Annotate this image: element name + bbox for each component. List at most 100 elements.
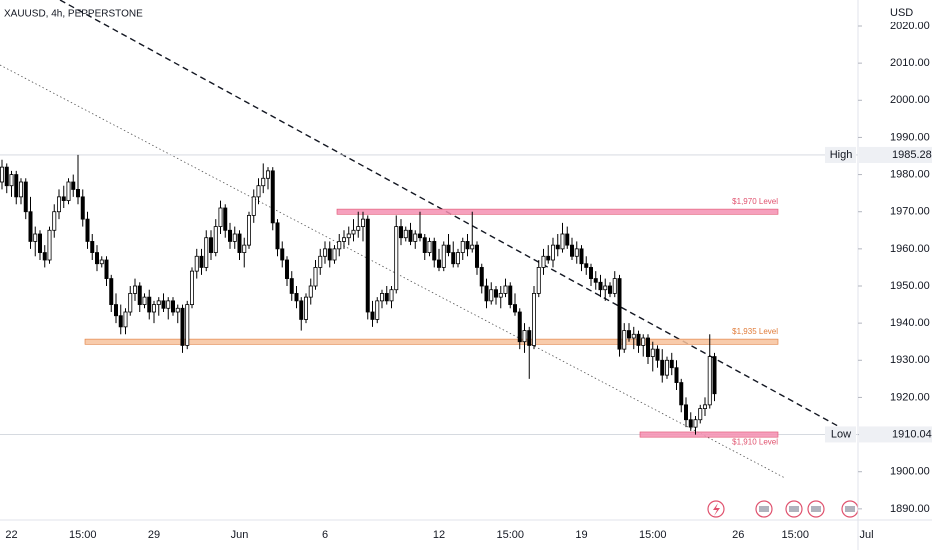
trend-line	[59, 0, 858, 438]
candle-body	[232, 233, 237, 242]
candle-body	[603, 285, 608, 291]
candle-body	[436, 259, 441, 268]
candle-body	[90, 241, 95, 253]
candle-body	[365, 218, 370, 313]
candle-body	[479, 267, 484, 287]
currency: USD	[890, 7, 913, 19]
candle-body	[513, 304, 518, 313]
candle-body	[332, 248, 337, 261]
candle-body	[38, 233, 43, 253]
x-tick-label: 15:00	[496, 529, 524, 541]
candle-body	[76, 189, 81, 198]
high-name: High	[830, 149, 853, 161]
candle-body	[337, 241, 342, 250]
x-tick-label: 26	[732, 529, 744, 541]
level-box	[639, 431, 779, 438]
candle-body	[123, 311, 128, 328]
candle-body	[427, 241, 432, 253]
candle-body	[289, 278, 294, 294]
high-value: 1985.28	[892, 149, 932, 161]
candle-body	[313, 267, 318, 287]
level-label: $1,935 Level	[732, 327, 778, 336]
candle-body	[80, 196, 85, 220]
candle-body	[570, 244, 575, 257]
candle-body	[4, 166, 9, 187]
candle-body	[432, 241, 437, 261]
candle-body	[256, 185, 261, 198]
candle-body	[151, 304, 156, 313]
y-tick-label: 1890.00	[890, 503, 930, 515]
candle-body	[455, 252, 460, 265]
candle-body	[684, 404, 689, 421]
candle-body	[237, 233, 242, 253]
candle-body	[223, 207, 228, 231]
x-tick-label: 19	[575, 529, 587, 541]
candle-body	[394, 226, 399, 291]
candle-body	[137, 285, 142, 305]
candle-body	[636, 333, 641, 346]
y-tick-label: 1980.00	[890, 168, 930, 180]
flag-icon	[789, 506, 799, 512]
candle-body	[52, 211, 57, 231]
y-tick-label: 2000.00	[890, 94, 930, 106]
candle-body	[627, 330, 632, 339]
y-tick-label: 1950.00	[890, 280, 930, 292]
candle-body	[498, 293, 503, 298]
x-tick-label: 22	[5, 529, 17, 541]
candle-body	[114, 304, 119, 317]
candle-body	[161, 300, 166, 309]
candle-body	[351, 229, 356, 235]
candle-body	[360, 218, 365, 227]
plot-area: $1,970 Level $1,935 Level $1,910 Level	[0, 0, 858, 479]
candle-body	[441, 244, 446, 268]
candle-body	[265, 170, 270, 179]
candle-body	[484, 285, 489, 302]
candle-body	[42, 252, 47, 261]
candle-body	[660, 359, 665, 376]
candle-body	[584, 263, 589, 268]
x-tick-label: 15:00	[781, 529, 809, 541]
candle-body	[398, 226, 403, 239]
y-tick-label: 1900.00	[890, 466, 930, 478]
candle-body	[275, 222, 280, 250]
candle-body	[408, 229, 413, 242]
x-tick-label: 29	[148, 529, 160, 541]
candle-body	[270, 170, 275, 224]
low-name-badge	[825, 426, 856, 443]
low-name: Low	[831, 428, 851, 440]
candle-body	[384, 293, 389, 302]
candle-body	[14, 174, 19, 198]
candle-body	[104, 259, 109, 279]
candle-body	[109, 278, 114, 305]
candle-body	[208, 237, 213, 253]
candle-body	[698, 408, 703, 421]
candle-body	[541, 255, 546, 268]
candle-body	[622, 330, 627, 350]
candle-body	[650, 348, 655, 357]
candle-body	[546, 255, 551, 261]
candle-body	[655, 348, 660, 361]
candle-body	[147, 296, 152, 313]
candle-body	[284, 259, 289, 279]
x-tick-label: Jul	[859, 529, 873, 541]
candle-body	[47, 229, 52, 261]
candle-body	[128, 293, 133, 313]
y-tick-label: 1940.00	[890, 317, 930, 329]
high-name-badge	[825, 146, 856, 163]
candle-body	[71, 181, 76, 190]
candle-body	[489, 289, 494, 302]
candle-body	[180, 307, 185, 346]
candle-body	[194, 255, 199, 272]
candle-body	[261, 177, 266, 187]
candle-body	[199, 255, 204, 268]
candle-body	[299, 300, 304, 320]
candle-body	[712, 356, 717, 395]
candle-body	[679, 382, 684, 406]
candle-body	[707, 356, 712, 406]
candle-body	[413, 233, 418, 242]
x-tick-label: 6	[322, 529, 328, 541]
level-label: $1,910 Level	[732, 438, 778, 447]
candle-body	[555, 244, 560, 250]
